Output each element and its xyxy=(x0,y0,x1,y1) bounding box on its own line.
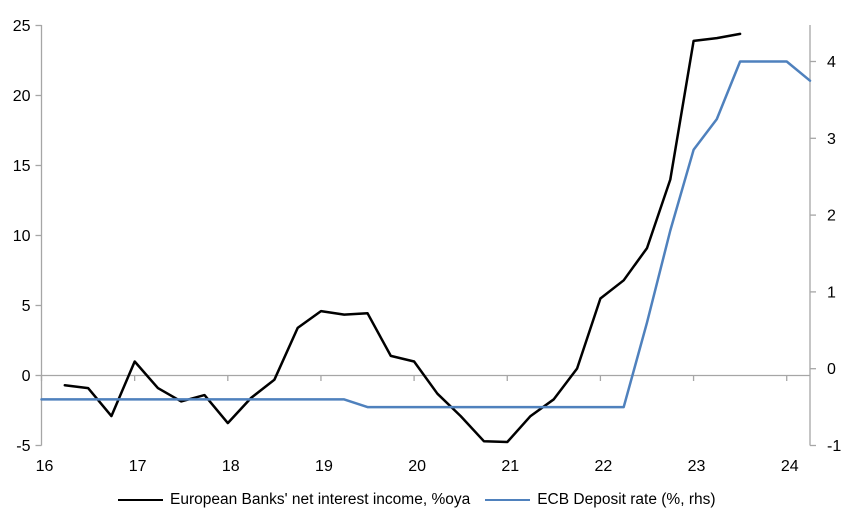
x-axis-tick-label: 17 xyxy=(129,458,147,475)
x-axis-tick-label: 19 xyxy=(315,458,333,475)
legend-item-ecb-rate: ECB Deposit rate (%, rhs) xyxy=(485,491,716,509)
left-axis-tick-label: 15 xyxy=(13,158,31,175)
x-axis-tick-label: 18 xyxy=(222,458,240,475)
x-axis-tick-label: 21 xyxy=(501,458,519,475)
legend-label-nii: European Banks' net interest income, %oy… xyxy=(170,491,471,508)
x-axis-tick-label: 20 xyxy=(408,458,426,475)
left-axis-tick-label: 0 xyxy=(22,368,31,385)
right-axis-tick-label: 0 xyxy=(827,361,836,378)
left-axis-tick-label: 25 xyxy=(13,18,31,35)
left-axis-tick-label: -5 xyxy=(16,438,30,455)
x-axis-tick-label: 16 xyxy=(36,458,54,475)
left-axis-tick-label: 10 xyxy=(13,228,31,245)
x-axis-tick-label: 23 xyxy=(688,458,706,475)
series-line-0 xyxy=(63,32,742,444)
right-axis-tick-label: 1 xyxy=(827,284,836,301)
left-axis-tick-label: 20 xyxy=(13,88,31,105)
left-axis-tick-label: 5 xyxy=(22,298,31,315)
series-line-1 xyxy=(40,60,812,409)
legend-line-sample-black xyxy=(118,498,163,502)
right-axis-tick-label: 4 xyxy=(827,54,836,71)
legend-line-sample-blue xyxy=(485,498,531,502)
legend-item-nii: European Banks' net interest income, %oy… xyxy=(118,491,470,509)
x-axis-tick-label: 24 xyxy=(781,458,799,475)
x-axis-tick-label: 22 xyxy=(595,458,613,475)
legend-label-ecb-rate: ECB Deposit rate (%, rhs) xyxy=(537,491,716,508)
right-axis-tick-label: -1 xyxy=(827,438,841,455)
legend: European Banks' net interest income, %oy… xyxy=(118,491,716,509)
right-axis-tick-label: 3 xyxy=(827,131,836,148)
right-axis-tick-label: 2 xyxy=(827,208,836,225)
